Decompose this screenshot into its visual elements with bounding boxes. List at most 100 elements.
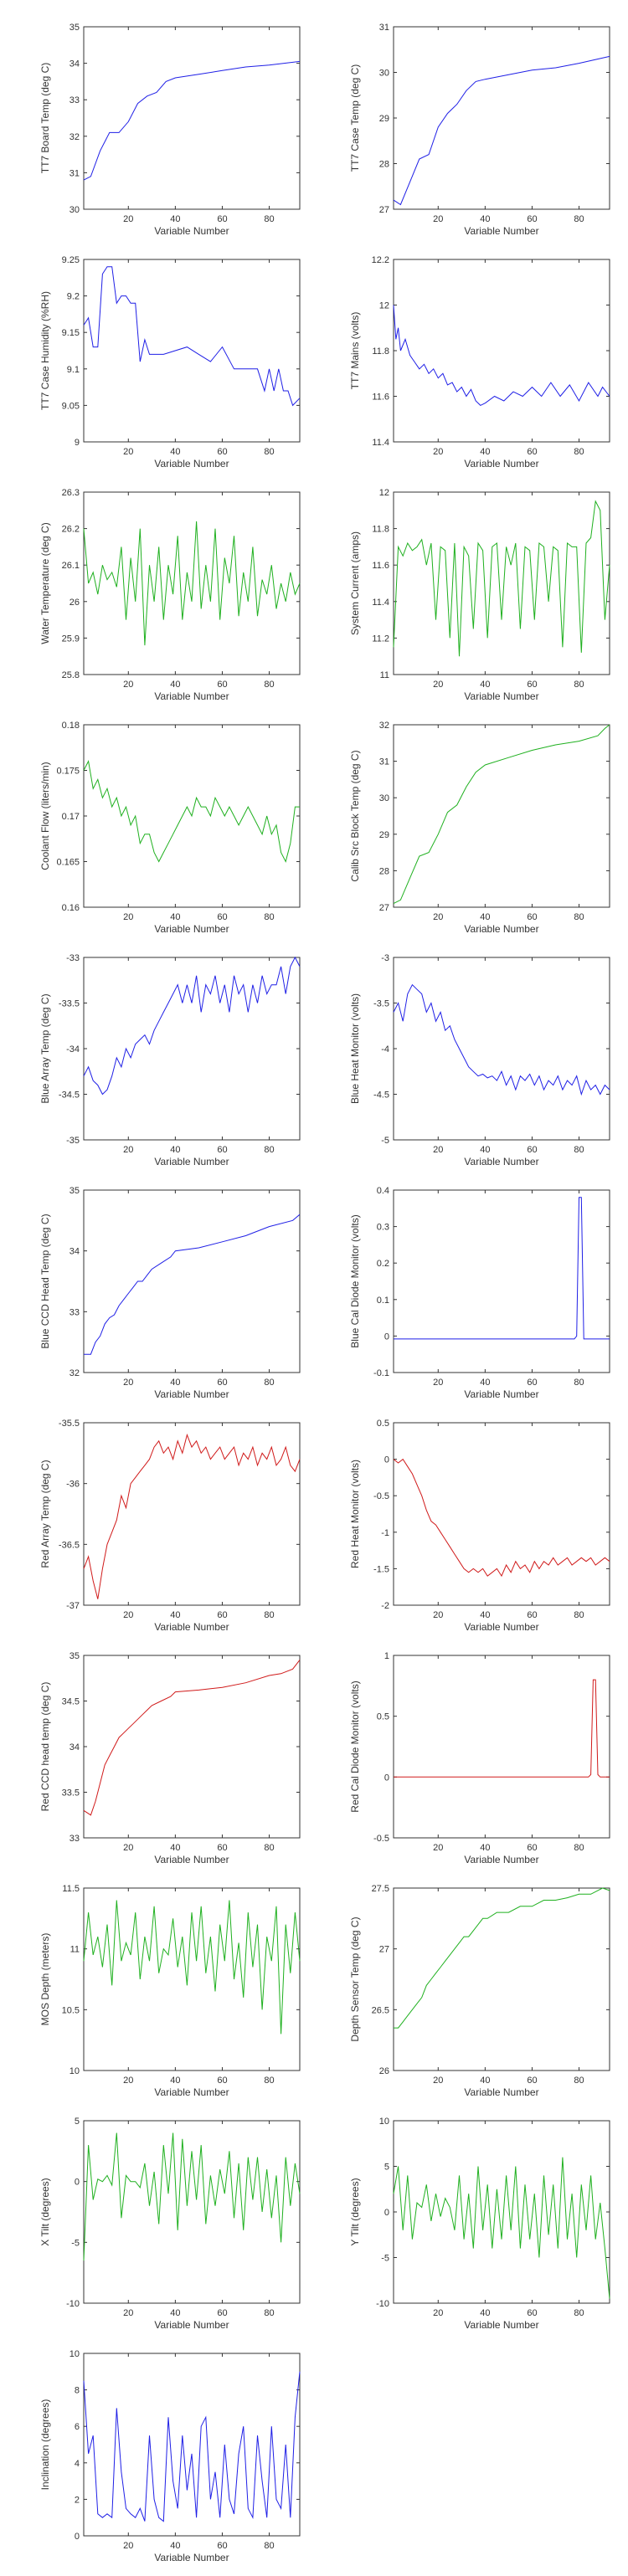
y-tick-label: 11.6 (372, 393, 389, 403)
x-axis-label: Variable Number (464, 923, 538, 935)
y-tick-label: 0 (384, 1455, 389, 1465)
y-axis-label: Water Temperature (deg C) (39, 522, 51, 644)
x-tick-label: 40 (480, 1378, 490, 1388)
x-axis-label: Variable Number (154, 1388, 229, 1400)
x-tick-label: 20 (123, 1145, 133, 1155)
chart-6: 0.16 0.165 0.17 0.175 0.18 20 40 60 80 Variable N… (39, 721, 301, 935)
plot-frame (83, 1655, 301, 1839)
x-tick-label: 20 (123, 2541, 133, 2551)
series-line (83, 2132, 301, 2261)
x-axis-label: Variable Number (464, 1621, 538, 1633)
y-tick-label: 4 (75, 2459, 80, 2469)
y-tick-label: 30 (379, 69, 389, 79)
series-line (83, 266, 301, 407)
plot-frame (393, 259, 610, 443)
x-axis-label: Variable Number (464, 690, 538, 702)
plot-frame (83, 2120, 301, 2304)
y-tick-label: 5 (75, 2117, 80, 2127)
x-tick-label: 40 (170, 1843, 180, 1853)
series-line (83, 1433, 301, 1599)
x-tick-label: 80 (574, 1610, 584, 1620)
x-tick-label: 20 (433, 2076, 443, 2086)
x-tick-label: 80 (574, 2308, 584, 2318)
x-tick-label: 80 (264, 447, 274, 457)
x-tick-label: 60 (527, 447, 537, 457)
x-tick-label: 60 (217, 447, 227, 457)
y-tick-label: 11.6 (372, 561, 389, 571)
x-tick-label: 40 (170, 912, 180, 922)
y-tick-label: 27.5 (372, 1884, 389, 1894)
x-tick-label: 40 (170, 1610, 180, 1620)
x-tick-label: 80 (264, 1610, 274, 1620)
plot-frame (83, 26, 301, 210)
y-tick-label: 0.4 (377, 1186, 389, 1196)
y-tick-label: 29 (379, 830, 389, 840)
x-tick-label: 20 (123, 1610, 133, 1620)
x-tick-label: 60 (527, 2308, 537, 2318)
series-line (83, 2371, 301, 2522)
series-line (393, 983, 610, 1096)
x-axis-label: Variable Number (154, 2319, 229, 2331)
y-axis-label: Blue Cal Diode Monitor (volts) (349, 1214, 361, 1347)
x-tick-label: 80 (264, 2076, 274, 2086)
plot-frame (83, 957, 301, 1141)
y-tick-label: 11.2 (372, 634, 389, 644)
y-tick-label: 33 (69, 1307, 80, 1317)
x-tick-label: 80 (264, 214, 274, 224)
y-tick-label: -35.5 (59, 1419, 80, 1429)
y-tick-label: -1 (381, 1528, 389, 1538)
y-tick-label: 0.17 (62, 812, 80, 822)
x-axis-label: Variable Number (154, 1621, 229, 1633)
x-tick-label: 20 (433, 1610, 443, 1620)
series-line (393, 55, 610, 206)
y-tick-label: 34 (69, 1247, 80, 1257)
x-axis-label: Variable Number (464, 458, 538, 470)
plot-frame (393, 491, 610, 675)
x-tick-label: 80 (574, 1145, 584, 1155)
x-tick-label: 80 (574, 1843, 584, 1853)
x-axis-label: Variable Number (464, 2319, 538, 2331)
chart-13: -2 -1.5 -1 -0.5 0 0.5 20 40 60 80 Variable Number R… (349, 1419, 610, 1633)
y-tick-label: 12.2 (372, 255, 389, 265)
y-tick-label: -5 (381, 1136, 389, 1146)
y-tick-label: 27 (379, 205, 389, 215)
chart-7: 27 28 29 30 31 32 20 40 60 80 Variable Number Calib… (349, 721, 610, 935)
y-tick-label: -33 (66, 953, 80, 963)
x-tick-label: 40 (170, 1378, 180, 1388)
plot-frame (393, 1189, 610, 1373)
y-axis-label: Red CCD head temp (deg C) (39, 1682, 51, 1812)
y-axis-label: Blue CCD Head Temp (deg C) (39, 1214, 51, 1348)
chart-12: -37 -36.5 -36 -35.5 20 40 60 80 Variable Number R… (39, 1419, 301, 1633)
y-tick-label: 26.5 (372, 2005, 389, 2015)
x-tick-label: 60 (527, 214, 537, 224)
y-tick-label: 10 (379, 2117, 389, 2127)
x-tick-label: 60 (527, 680, 537, 690)
plot-frame (393, 1887, 610, 2071)
y-tick-label: 35 (69, 1651, 80, 1661)
y-axis-label: MOS Depth (meters) (39, 1933, 51, 2026)
y-tick-label: 0.16 (62, 903, 80, 913)
y-tick-label: 11.5 (62, 1884, 80, 1894)
y-axis-label: Calib Src Block Temp (deg C) (349, 750, 361, 881)
x-tick-label: 80 (264, 1843, 274, 1853)
x-tick-label: 20 (433, 447, 443, 457)
y-tick-label: 0.175 (56, 767, 80, 777)
chart-9: -5 -4.5 -4 -3.5 -3 20 40 60 80 Variable Number Blu… (349, 953, 610, 1167)
y-tick-label: -10 (376, 2299, 389, 2309)
series-line (84, 1214, 301, 1355)
x-axis-label: Variable Number (464, 225, 538, 237)
y-tick-label: 31 (69, 168, 80, 178)
y-tick-label: -0.1 (373, 1368, 389, 1378)
y-tick-label: 11 (70, 1945, 80, 1955)
x-tick-label: 20 (433, 912, 443, 922)
chart-14: 33 33.5 34 34.5 35 20 40 60 80 Variable Number Red… (39, 1651, 301, 1865)
y-tick-label: 11 (380, 670, 389, 680)
y-tick-label: -36 (66, 1480, 80, 1490)
y-tick-label: 26.3 (62, 488, 80, 498)
chart-20: 0 2 4 6 8 10 20 40 60 80 Variable Number Inclinatio… (39, 2349, 301, 2563)
plot-frame (83, 1189, 301, 1373)
series-line (393, 500, 610, 657)
y-tick-label: 25.9 (62, 634, 80, 644)
y-tick-label: 8 (75, 2386, 80, 2396)
x-axis-label: Variable Number (154, 690, 229, 702)
